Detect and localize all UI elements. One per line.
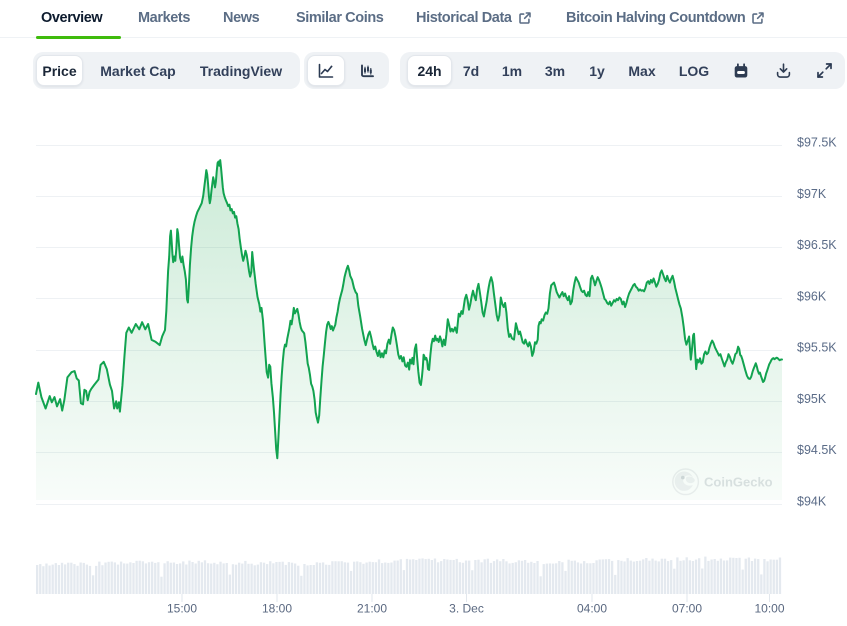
svg-text:04:00: 04:00 [577,602,607,616]
svg-text:$97K: $97K [797,187,827,201]
svg-text:$95K: $95K [797,392,827,406]
svg-text:$95.5K: $95.5K [797,341,837,355]
svg-text:$94K: $94K [797,495,827,509]
svg-text:10:00: 10:00 [754,602,784,616]
svg-text:$96.5K: $96.5K [797,238,837,252]
svg-text:15:00: 15:00 [167,602,197,616]
svg-text:3. Dec: 3. Dec [449,602,484,616]
svg-text:$97.5K: $97.5K [797,136,837,150]
svg-text:$94.5K: $94.5K [797,443,837,457]
svg-text:07:00: 07:00 [672,602,702,616]
svg-text:21:00: 21:00 [357,602,387,616]
svg-text:$96K: $96K [797,289,827,303]
svg-text:18:00: 18:00 [262,602,292,616]
